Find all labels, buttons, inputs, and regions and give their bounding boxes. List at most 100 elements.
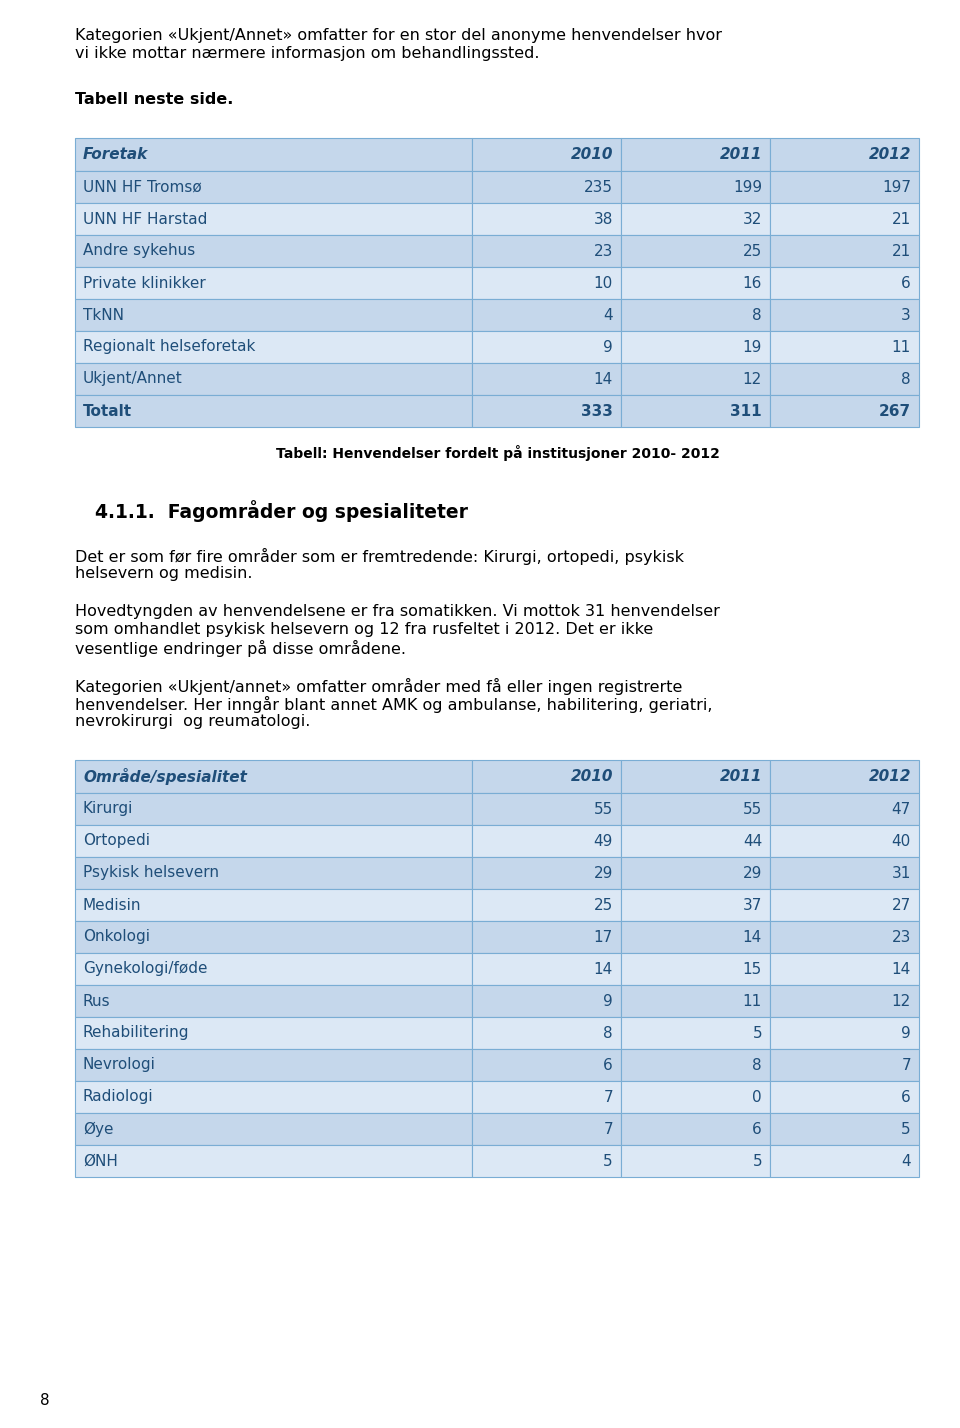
Text: Tabell neste side.: Tabell neste side. [75, 91, 233, 107]
Bar [75, 203, 472, 236]
Bar [770, 1145, 919, 1177]
Bar [75, 236, 472, 267]
Bar [75, 793, 472, 825]
Bar [770, 793, 919, 825]
Text: Det er som før fire områder som er fremtredende: Kirurgi, ortopedi, psykisk: Det er som før fire områder som er fremt… [75, 548, 684, 565]
Text: Private klinikker: Private klinikker [83, 276, 205, 290]
Text: Hovedtyngden av henvendelsene er fra somatikken. Vi mottok 31 henvendelser: Hovedtyngden av henvendelsene er fra som… [75, 604, 720, 618]
Bar [472, 1112, 621, 1145]
Text: 4.1.1.  Fagområder og spesialiteter: 4.1.1. Fagområder og spesialiteter [95, 500, 468, 523]
Text: 29: 29 [593, 865, 613, 881]
Text: 6: 6 [603, 1058, 613, 1072]
Bar [75, 825, 472, 857]
Text: 4: 4 [604, 307, 613, 323]
Text: 12: 12 [743, 371, 762, 387]
Text: 2010: 2010 [570, 147, 613, 161]
Bar [770, 1017, 919, 1050]
Bar [770, 267, 919, 298]
Bar [75, 396, 472, 427]
Bar [75, 139, 472, 171]
Text: 19: 19 [743, 340, 762, 354]
Bar [621, 1112, 770, 1145]
Bar [75, 985, 472, 1017]
Bar [770, 921, 919, 952]
Text: 2010: 2010 [570, 770, 613, 784]
Bar [770, 171, 919, 203]
Bar [770, 139, 919, 171]
Bar [472, 1050, 621, 1081]
Text: 11: 11 [892, 340, 911, 354]
Text: 7: 7 [901, 1058, 911, 1072]
Bar [770, 857, 919, 890]
Bar [621, 331, 770, 363]
Bar [472, 890, 621, 921]
Text: 37: 37 [743, 898, 762, 912]
Bar [472, 203, 621, 236]
Bar [75, 363, 472, 396]
Bar [621, 952, 770, 985]
Bar [75, 298, 472, 331]
Text: 21: 21 [892, 211, 911, 227]
Text: 0: 0 [753, 1090, 762, 1104]
Bar [472, 331, 621, 363]
Bar [621, 1145, 770, 1177]
Bar [75, 1050, 472, 1081]
Text: 333: 333 [581, 404, 613, 418]
Text: 2011: 2011 [719, 147, 762, 161]
Text: Øye: Øye [83, 1121, 113, 1137]
Text: Regionalt helseforetak: Regionalt helseforetak [83, 340, 255, 354]
Bar [621, 825, 770, 857]
Text: Rus: Rus [83, 994, 110, 1008]
Text: 5: 5 [901, 1121, 911, 1137]
Text: 12: 12 [892, 994, 911, 1008]
Bar [621, 857, 770, 890]
Text: 44: 44 [743, 834, 762, 848]
Text: 23: 23 [892, 930, 911, 944]
Bar [75, 1145, 472, 1177]
Bar [75, 857, 472, 890]
Bar [75, 760, 472, 793]
Bar [621, 760, 770, 793]
Text: 9: 9 [901, 1025, 911, 1041]
Text: 25: 25 [743, 244, 762, 258]
Bar [770, 985, 919, 1017]
Bar [472, 1017, 621, 1050]
Text: 6: 6 [901, 276, 911, 290]
Bar [472, 1145, 621, 1177]
Bar [770, 890, 919, 921]
Bar [770, 760, 919, 793]
Text: 17: 17 [593, 930, 613, 944]
Text: vesentlige endringer på disse områdene.: vesentlige endringer på disse områdene. [75, 640, 406, 657]
Text: 47: 47 [892, 801, 911, 817]
Text: 3: 3 [901, 307, 911, 323]
Bar [472, 171, 621, 203]
Text: 197: 197 [882, 180, 911, 194]
Text: 15: 15 [743, 961, 762, 977]
Bar [621, 298, 770, 331]
Text: 40: 40 [892, 834, 911, 848]
Text: Andre sykehus: Andre sykehus [83, 244, 195, 258]
Bar [770, 298, 919, 331]
Bar [621, 267, 770, 298]
Bar [621, 921, 770, 952]
Bar [770, 363, 919, 396]
Text: UNN HF Tromsø: UNN HF Tromsø [83, 180, 202, 194]
Bar [770, 1081, 919, 1112]
Text: henvendelser. Her inngår blant annet AMK og ambulanse, habilitering, geriatri,: henvendelser. Her inngår blant annet AMK… [75, 695, 712, 713]
Text: 14: 14 [892, 961, 911, 977]
Bar [472, 857, 621, 890]
Text: 8: 8 [753, 307, 762, 323]
Text: Kategorien «Ukjent/Annet» omfatter for en stor del anonyme henvendelser hvor: Kategorien «Ukjent/Annet» omfatter for e… [75, 29, 722, 43]
Text: 9: 9 [603, 340, 613, 354]
Text: 55: 55 [743, 801, 762, 817]
Bar [472, 760, 621, 793]
Text: 11: 11 [743, 994, 762, 1008]
Text: nevrokirurgi  og reumatologi.: nevrokirurgi og reumatologi. [75, 714, 310, 730]
Text: Område/spesialitet: Område/spesialitet [83, 768, 247, 785]
Text: 9: 9 [603, 994, 613, 1008]
Text: 27: 27 [892, 898, 911, 912]
Text: 10: 10 [593, 276, 613, 290]
Bar [75, 1112, 472, 1145]
Bar [770, 396, 919, 427]
Text: 8: 8 [604, 1025, 613, 1041]
